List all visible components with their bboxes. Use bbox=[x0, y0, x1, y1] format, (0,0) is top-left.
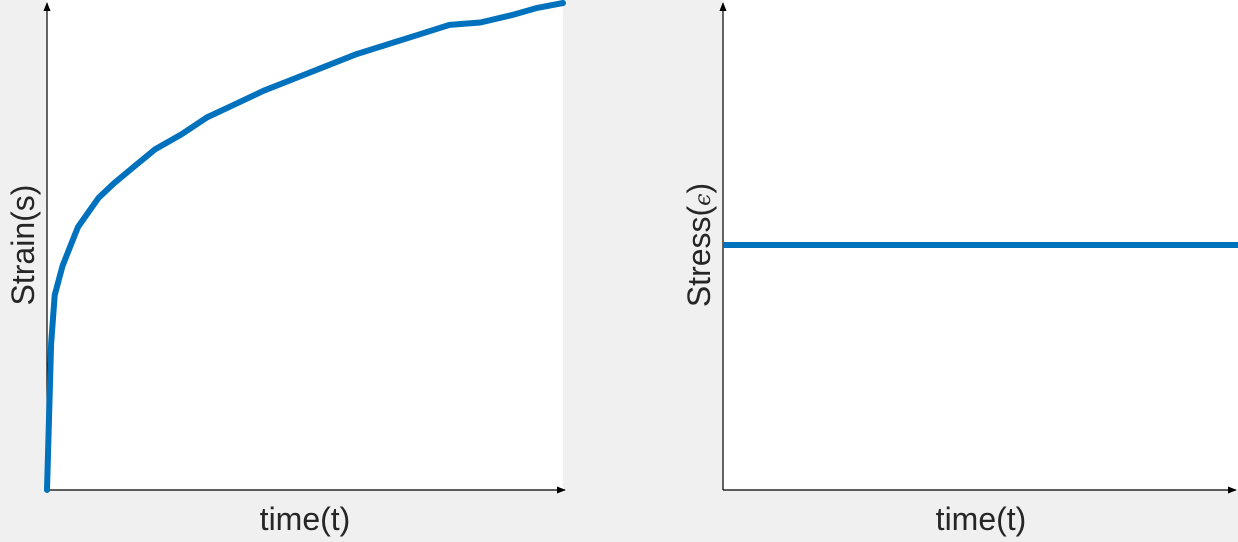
stress-y-label-close: ) bbox=[681, 183, 717, 194]
strain-series-line bbox=[44, 0, 566, 493]
epsilon-symbol: ϵ bbox=[691, 193, 716, 205]
strain-plot-area bbox=[47, 0, 563, 490]
stress-chart: time(t) Stress(ϵ) bbox=[681, 0, 1238, 537]
strain-chart: time(t) Strain(s) bbox=[5, 0, 566, 537]
stress-x-axis-label: time(t) bbox=[936, 501, 1027, 537]
strain-x-axis-label: time(t) bbox=[260, 501, 351, 537]
stress-y-label-text: Stress( bbox=[681, 205, 717, 307]
stress-y-axis-label: Stress(ϵ) bbox=[681, 183, 717, 307]
strain-y-axis-label: Strain(s) bbox=[5, 185, 41, 306]
